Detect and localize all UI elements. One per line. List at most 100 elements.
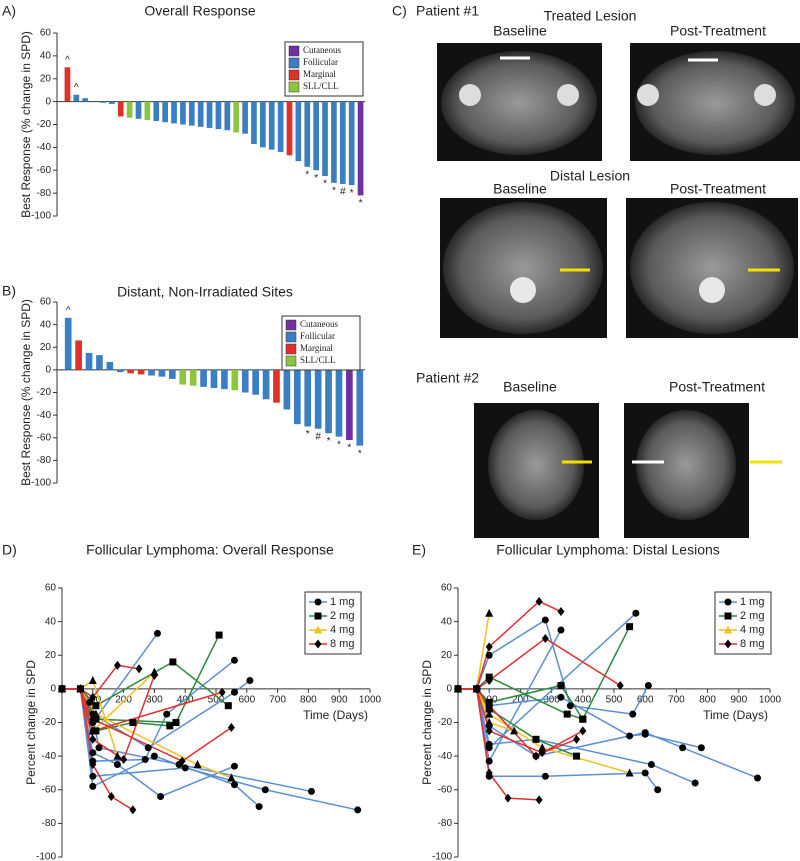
bar bbox=[135, 101, 142, 119]
point bbox=[354, 806, 362, 814]
point bbox=[150, 670, 158, 680]
point bbox=[150, 752, 158, 760]
ct-body bbox=[636, 410, 736, 520]
point bbox=[144, 744, 152, 752]
annotation: * bbox=[337, 439, 341, 450]
y-tick-label: -80 bbox=[37, 188, 52, 199]
annotation: # bbox=[340, 187, 346, 198]
panel-label: C) bbox=[392, 3, 407, 19]
legend-label: Follicular bbox=[303, 57, 338, 67]
y-tick-label: 20 bbox=[40, 73, 52, 84]
annotation: * bbox=[314, 173, 318, 184]
bar bbox=[96, 355, 103, 370]
point bbox=[563, 710, 571, 718]
point bbox=[679, 744, 687, 752]
bar bbox=[224, 101, 231, 131]
legend-swatch bbox=[285, 319, 297, 331]
point bbox=[307, 787, 315, 795]
point bbox=[89, 760, 97, 770]
point bbox=[163, 710, 171, 718]
legend-label: 4 mg bbox=[740, 624, 764, 636]
bar bbox=[85, 352, 93, 370]
point bbox=[255, 803, 263, 811]
image-label: Baseline bbox=[493, 23, 547, 39]
y-tick-label: -40 bbox=[438, 751, 453, 762]
bar bbox=[293, 369, 301, 425]
point bbox=[754, 774, 762, 782]
legend-label: SLL/CLL bbox=[300, 355, 336, 365]
point bbox=[230, 656, 238, 664]
y-tick-label: -40 bbox=[37, 142, 52, 153]
point bbox=[314, 598, 322, 606]
y-tick-label: -60 bbox=[438, 784, 453, 795]
point bbox=[485, 718, 494, 726]
point bbox=[485, 651, 493, 659]
x-tick-label: 1000 bbox=[759, 695, 782, 706]
bar bbox=[64, 317, 72, 370]
bar bbox=[127, 369, 135, 374]
point bbox=[178, 756, 186, 766]
annotation: * bbox=[359, 198, 363, 209]
point bbox=[314, 639, 322, 649]
bar bbox=[153, 101, 160, 122]
point bbox=[535, 795, 543, 805]
y-tick-label: -20 bbox=[42, 717, 57, 728]
x-tick-label: 700 bbox=[668, 695, 685, 706]
legend-label: 4 mg bbox=[330, 624, 354, 636]
x-tick-label: 600 bbox=[637, 695, 654, 706]
bar bbox=[268, 101, 275, 150]
chart-title: Follicular Lymphoma: Overall Response bbox=[86, 542, 334, 558]
bar bbox=[277, 101, 284, 152]
y-tick-label: 0 bbox=[446, 684, 452, 695]
bar bbox=[348, 101, 355, 186]
point bbox=[141, 755, 149, 763]
image-label: Post-Treatment bbox=[670, 23, 766, 39]
point bbox=[89, 714, 97, 724]
x-tick-label: 600 bbox=[238, 695, 255, 706]
point bbox=[538, 743, 547, 752]
x-tick-label: 200 bbox=[512, 695, 529, 706]
bar bbox=[210, 369, 218, 388]
annotation: * bbox=[332, 185, 336, 196]
legend-swatch bbox=[285, 343, 297, 355]
y-tick-label: 40 bbox=[45, 616, 57, 627]
image-label: Baseline bbox=[503, 379, 557, 395]
ct-bone bbox=[754, 84, 776, 106]
y-axis-label: Percent change in SPD bbox=[24, 660, 38, 785]
bar bbox=[180, 101, 186, 125]
chart-panel: E) Follicular Lymphoma: Distal Lesions Per… bbox=[412, 542, 782, 861]
legend-label: Follicular bbox=[300, 331, 335, 341]
annotation: ^ bbox=[66, 305, 71, 316]
point bbox=[135, 664, 143, 674]
point bbox=[557, 607, 565, 617]
annotation: * bbox=[350, 188, 354, 199]
y-tick-label: -60 bbox=[42, 784, 57, 795]
point bbox=[172, 719, 180, 726]
point bbox=[557, 626, 565, 634]
line bbox=[458, 600, 562, 690]
panel-c: C) Patient #1 Treated Lesion Baseline Po… bbox=[392, 3, 800, 538]
point bbox=[724, 598, 732, 606]
point bbox=[626, 732, 634, 740]
x-tick-label: 500 bbox=[606, 695, 623, 706]
annotation: ^ bbox=[74, 82, 79, 93]
annotation: ^ bbox=[65, 55, 70, 66]
point bbox=[169, 658, 177, 666]
bar bbox=[260, 101, 266, 148]
legend-label: 1 mg bbox=[330, 596, 354, 608]
bar bbox=[304, 101, 311, 167]
annotation: * bbox=[306, 429, 310, 440]
bar bbox=[221, 369, 228, 390]
legend-swatch bbox=[288, 81, 300, 93]
y-tick-label: -20 bbox=[438, 717, 453, 728]
ct-body bbox=[635, 51, 795, 155]
y-tick-label: 0 bbox=[45, 96, 51, 107]
y-tick-label: -40 bbox=[37, 410, 52, 421]
ct-bone bbox=[557, 84, 579, 106]
panel-label: B) bbox=[2, 283, 16, 299]
point bbox=[629, 710, 637, 718]
point bbox=[538, 748, 546, 758]
point bbox=[261, 786, 269, 794]
bar bbox=[197, 101, 204, 127]
